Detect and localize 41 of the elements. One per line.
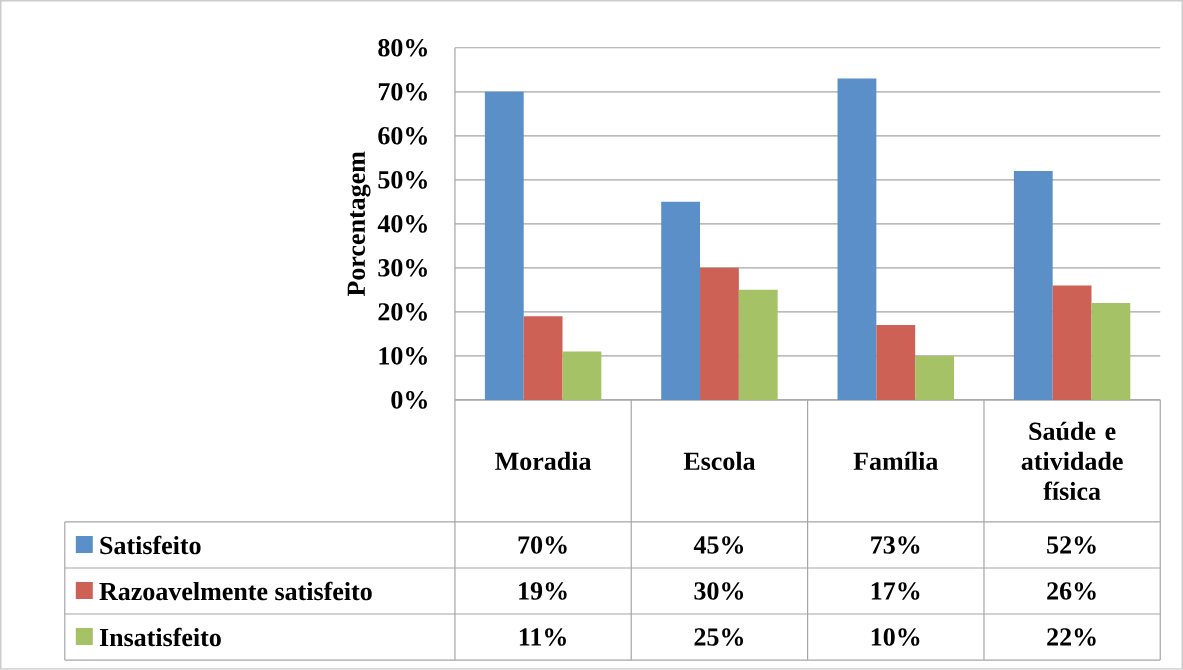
x-tick-label: Família xyxy=(853,451,938,471)
y-tick-label: 80% xyxy=(378,39,427,57)
bar xyxy=(1013,171,1053,401)
bar xyxy=(562,351,602,401)
bar xyxy=(1091,303,1131,401)
y-tick-label: 70% xyxy=(378,83,427,101)
bar xyxy=(1052,285,1092,401)
y-tick-label: 50% xyxy=(378,171,427,189)
data-label: 22% xyxy=(1047,628,1096,646)
bar xyxy=(700,267,739,401)
data-label: 30% xyxy=(694,582,744,600)
data-label: 45% xyxy=(693,536,744,554)
y-tick-label: 10% xyxy=(379,347,427,365)
bar xyxy=(876,325,916,401)
data-label: 70% xyxy=(518,536,567,554)
legend-label: Insatisfeito xyxy=(99,627,221,647)
bar xyxy=(523,316,563,401)
data-label: 10% xyxy=(871,628,920,646)
bar xyxy=(738,289,778,401)
bar xyxy=(484,91,524,401)
data-label: 52% xyxy=(1047,536,1096,554)
data-label: 11% xyxy=(519,628,566,646)
legend-label: Satisfeito xyxy=(100,535,201,555)
x-tick-label: Moradia xyxy=(495,451,592,471)
y-tick-label: 40% xyxy=(377,215,427,233)
data-label: 17% xyxy=(871,582,920,600)
bar xyxy=(837,78,877,401)
x-tick-label: Saúde e atividade física xyxy=(1021,421,1123,501)
y-axis-title: Porcentagem xyxy=(347,151,371,297)
bar xyxy=(915,356,954,401)
y-tick-label: 20% xyxy=(378,303,427,321)
data-label: 73% xyxy=(871,536,920,554)
data-label: 25% xyxy=(694,628,744,646)
y-tick-label: 60% xyxy=(378,127,427,145)
data-label: 26% xyxy=(1047,582,1096,600)
legend-label: Razoavelmente satisfeito xyxy=(99,581,372,601)
y-tick-label: 30% xyxy=(378,259,427,277)
y-tick-label: 0% xyxy=(391,391,427,409)
x-tick-label: Escola xyxy=(683,451,756,471)
data-label: 19% xyxy=(519,582,567,600)
bar xyxy=(661,201,701,401)
